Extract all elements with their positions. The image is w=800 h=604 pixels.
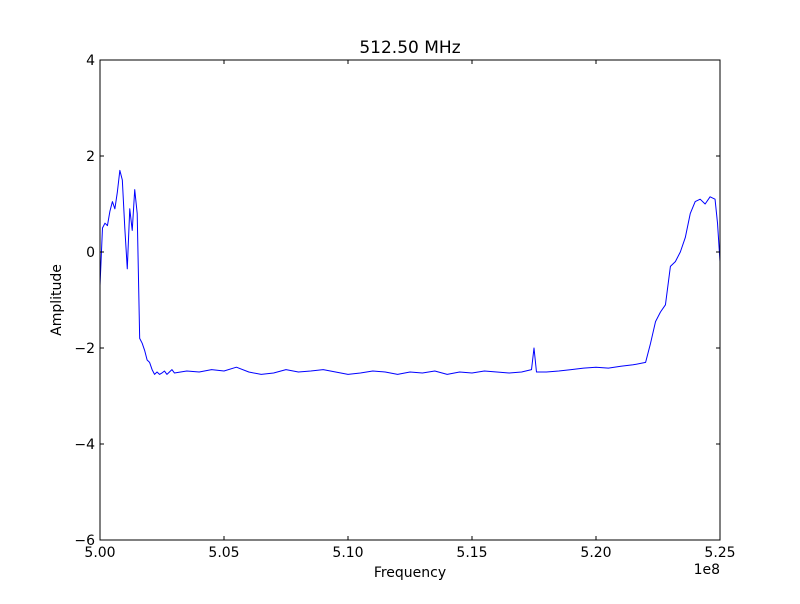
x-tick-label-0: 5.00: [84, 545, 115, 561]
x-tick-label-3: 5.15: [456, 545, 487, 561]
y-tick-label-0: −6: [74, 533, 95, 549]
x-tick-label-2: 5.10: [332, 545, 363, 561]
chart-title: 512.50 MHz: [359, 38, 460, 58]
y-tick-label-4: 2: [86, 149, 95, 165]
y-tick-label-5: 4: [86, 53, 95, 69]
y-tick-label-3: 0: [86, 245, 95, 261]
y-tick-label-1: −4: [74, 437, 95, 453]
y-tick-label-2: −2: [74, 341, 95, 357]
x-axis-offset-label: 1e8: [694, 562, 720, 578]
y-axis-label: Amplitude: [49, 264, 65, 336]
series-line-0: [99, 169, 721, 375]
series-layer: [99, 169, 721, 375]
plot-frame: [99, 59, 721, 541]
x-axis-label: Frequency: [374, 565, 446, 581]
x-tick-label-4: 5.20: [580, 545, 611, 561]
x-tick-label-5: 5.25: [704, 545, 735, 561]
x-tick-label-1: 5.05: [208, 545, 239, 561]
plot-area: [100, 60, 720, 540]
